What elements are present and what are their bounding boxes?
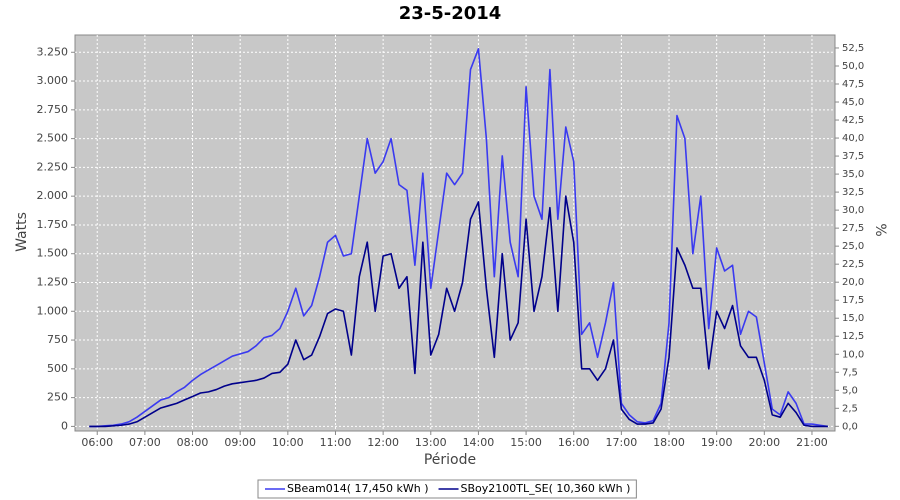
x-axis-label: Période	[424, 452, 476, 468]
y2-tick-label: 42,5	[842, 115, 864, 126]
x-tick-label: 17:00	[606, 436, 638, 449]
y-tick-label: 1.000	[37, 304, 69, 317]
y-tick-label: 2.250	[37, 160, 69, 173]
y2-tick-label: 30,0	[842, 205, 864, 216]
y-tick-label: 2.750	[37, 103, 69, 116]
y-tick-label: 1.250	[37, 276, 69, 289]
x-tick-label: 10:00	[272, 436, 304, 449]
x-tick-label: 14:00	[463, 436, 495, 449]
series-line	[89, 195, 828, 428]
y2-tick-label: 52,5	[842, 43, 864, 54]
x-tick-label: 16:00	[558, 436, 590, 449]
x-tick-label: 18:00	[653, 436, 685, 449]
x-tick-label: 11:00	[320, 436, 352, 449]
x-tick-label: 12:00	[367, 436, 399, 449]
y2-tick-label: 37,5	[842, 151, 864, 162]
y2-axis-label: %	[872, 223, 888, 236]
legend: SBeam014( 17,450 kWh ) SBoy2100TL_SE( 10,…	[257, 479, 637, 499]
legend-label: SBeam014( 17,450 kWh )	[287, 482, 429, 495]
x-tick-label: 09:00	[224, 436, 256, 449]
x-tick-label: 20:00	[748, 436, 780, 449]
y2-tick-label: 45,0	[842, 97, 864, 108]
y2-tick-label: 7,5	[842, 367, 858, 378]
y-tick-label: 250	[47, 391, 68, 404]
y2-tick-label: 27,5	[842, 223, 864, 234]
y2-tick-label: 20,0	[842, 277, 864, 288]
y2-tick-label: 35,0	[842, 169, 864, 180]
x-tick-label: 07:00	[129, 436, 161, 449]
y2-tick-label: 17,5	[842, 295, 864, 306]
x-tick-label: 06:00	[81, 436, 113, 449]
y2-tick-label: 12,5	[842, 331, 864, 342]
legend-label: SBoy2100TL_SE( 10,360 kWh )	[461, 482, 631, 495]
y2-tick-label: 40,0	[842, 133, 864, 144]
y2-tick-label: 5,0	[842, 385, 858, 396]
x-tick-label: 21:00	[796, 436, 828, 449]
series-line	[89, 48, 828, 428]
y2-tick-label: 22,5	[842, 259, 864, 270]
y2-tick-label: 10,0	[842, 349, 864, 360]
y2-tick-label: 0,0	[842, 421, 858, 432]
y-axis-label: Watts	[14, 212, 30, 252]
y2-tick-label: 2,5	[842, 403, 858, 414]
y-tick-label: 1.500	[37, 247, 69, 260]
y2-tick-label: 50,0	[842, 61, 864, 72]
x-tick-label: 13:00	[415, 436, 447, 449]
y-tick-label: 0	[61, 419, 68, 432]
y2-tick-label: 25,0	[842, 241, 864, 252]
y-tick-label: 2.500	[37, 132, 69, 145]
plot-area	[74, 34, 836, 432]
x-tick-label: 19:00	[701, 436, 733, 449]
y-tick-label: 500	[47, 362, 68, 375]
y2-tick-label: 32,5	[842, 187, 864, 198]
x-tick-label: 15:00	[510, 436, 542, 449]
y-tick-label: 750	[47, 333, 68, 346]
y-tick-label: 3.000	[37, 74, 69, 87]
y-tick-label: 3.250	[37, 45, 69, 58]
y-tick-label: 1.750	[37, 218, 69, 231]
y-tick-label: 2.000	[37, 189, 69, 202]
x-tick-label: 08:00	[177, 436, 209, 449]
y2-tick-label: 15,0	[842, 313, 864, 324]
y2-tick-label: 47,5	[842, 79, 864, 90]
chart-title: 23-5-2014	[399, 3, 502, 24]
